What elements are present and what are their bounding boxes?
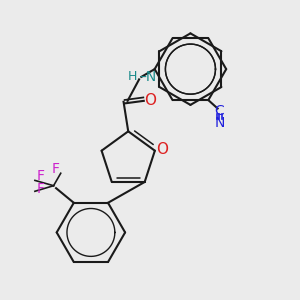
Text: –N: –N <box>139 70 156 84</box>
Text: F: F <box>51 162 59 176</box>
Text: C: C <box>214 104 224 118</box>
Text: N: N <box>214 116 225 130</box>
Text: H: H <box>128 70 138 83</box>
Text: F: F <box>37 169 44 183</box>
Text: F: F <box>37 182 44 196</box>
Text: O: O <box>156 142 168 157</box>
Text: O: O <box>145 93 157 108</box>
